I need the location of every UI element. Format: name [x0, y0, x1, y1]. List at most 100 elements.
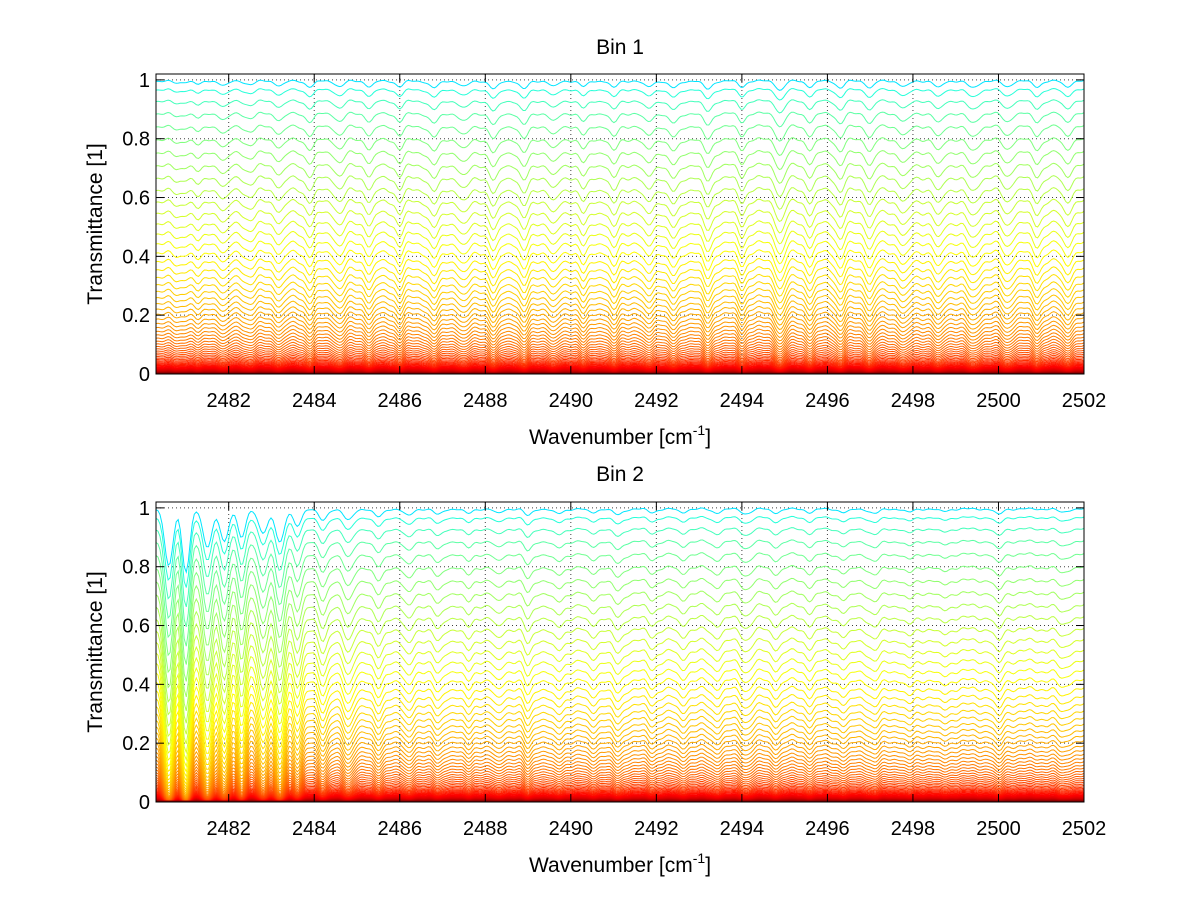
spectrum-line [155, 335, 1085, 351]
spectrum-line [155, 507, 1085, 575]
x-tick-label: 2502 [1062, 390, 1107, 412]
spectrum-line [155, 708, 1085, 788]
spectrum-line [155, 124, 1085, 142]
ticks: 2482 2484 2486 2488 2490 2492 2494 2496 2498 2500… [122, 70, 1106, 412]
spectrum-line [155, 137, 1085, 156]
spectrum-line [155, 743, 1085, 798]
spectrum-line [155, 356, 1085, 366]
spectrum-line [155, 209, 1085, 234]
spectrum-line [155, 602, 1085, 711]
y-axis-label: Transmittance [1] [84, 571, 107, 732]
spectrum-line [155, 281, 1085, 304]
chart-title: Bin 2 [596, 463, 644, 486]
grid [156, 502, 1084, 802]
x-tick-label: 2488 [463, 818, 508, 840]
x-tick-label: 2494 [720, 818, 765, 840]
x-tick-label: 2482 [206, 390, 251, 412]
panel-bin-2: 2482 2484 2486 2488 2490 2492 2494 2496 2498 2500… [84, 463, 1106, 877]
spectrum-line [155, 294, 1085, 316]
spectrum-line [155, 733, 1085, 796]
x-tick-label: 2498 [891, 390, 936, 412]
axes-frame [155, 501, 1085, 803]
y-tick-label: 0.8 [122, 557, 150, 579]
spectrum-line [155, 792, 1085, 802]
spectrum-line [155, 315, 1085, 335]
spectrum-line [155, 791, 1085, 802]
spectrum-line [155, 249, 1085, 274]
spectrum-line [155, 787, 1085, 802]
spectrum-line [155, 257, 1085, 282]
x-axis-label-superscript: -1 [693, 422, 706, 438]
series-group [155, 507, 1085, 802]
y-axis-label: Transmittance [1] [84, 143, 107, 304]
spectrum-line [155, 363, 1085, 370]
spectrum-line [155, 693, 1085, 782]
spectrum-line [155, 776, 1085, 802]
x-tick-label: 2500 [976, 390, 1021, 412]
y-tick-label: 0 [139, 792, 150, 814]
x-tick-label: 2486 [378, 390, 423, 412]
spectrum-line [155, 311, 1085, 331]
spectrum-line [155, 162, 1085, 184]
spectrum-line [155, 324, 1085, 342]
spectrum-line [155, 788, 1085, 802]
spectrum-line [155, 341, 1085, 355]
spectrum-line [155, 328, 1085, 345]
spectrum-line [155, 332, 1085, 348]
spectrum-line [155, 198, 1085, 223]
spectrum-line [155, 685, 1085, 778]
spectrum-line [155, 362, 1085, 370]
x-axis-label-suffix: ] [705, 854, 711, 877]
y-tick-label: 1 [139, 498, 150, 520]
spectrum-line [155, 766, 1085, 802]
x-axis-label-main: Wavenumber [cm [529, 854, 693, 877]
axes-frame [155, 73, 1085, 375]
x-tick-label: 2500 [976, 818, 1021, 840]
y-tick-label: 0.4 [122, 674, 150, 696]
spectrum-line [155, 351, 1085, 362]
spectrum-line [155, 240, 1085, 265]
spectrum-line [155, 626, 1085, 735]
spectrum-line [155, 87, 1085, 101]
spectrum-line [155, 99, 1085, 114]
spectrum-line [155, 348, 1085, 360]
spectrum-line [155, 273, 1085, 297]
x-tick-label: 2494 [720, 390, 765, 412]
y-tick-label: 0.6 [122, 188, 150, 210]
spectrum-line [155, 658, 1085, 762]
spectrum-line [155, 174, 1085, 198]
ticks: 2482 2484 2486 2488 2490 2492 2494 2496 2498 2500… [122, 498, 1106, 840]
spectrum-line [155, 774, 1085, 802]
spectrum-line [155, 344, 1085, 357]
spectrum-line [155, 287, 1085, 310]
spectrum-line [155, 361, 1085, 369]
spectrum-line [155, 230, 1085, 255]
spectrum-line [155, 667, 1085, 768]
spectrum-line [155, 728, 1085, 795]
spectrum-line [155, 527, 1085, 608]
spectrum-line [155, 715, 1085, 791]
spectrum-line [155, 782, 1085, 802]
spectrum-line [155, 784, 1085, 802]
spectrum-line [155, 701, 1085, 786]
x-tick-label: 2490 [549, 818, 594, 840]
spectrum-line [155, 564, 1085, 665]
y-tick-label: 0.2 [122, 305, 150, 327]
grid [156, 74, 1084, 374]
x-axis-label-suffix: ] [705, 426, 711, 449]
spectrum-line [155, 220, 1085, 245]
spectrum-line [155, 357, 1085, 367]
series-group [155, 79, 1085, 374]
x-tick-label: 2484 [292, 818, 337, 840]
spectrum-line [155, 359, 1085, 367]
y-tick-label: 0.2 [122, 733, 150, 755]
spectrum-line [155, 590, 1085, 698]
x-axis-label-superscript: -1 [693, 850, 706, 866]
y-tick-label: 1 [139, 70, 150, 92]
x-tick-label: 2486 [378, 818, 423, 840]
y-tick-label: 0.8 [122, 129, 150, 151]
spectrum-line [155, 760, 1085, 801]
spectrum-line [155, 789, 1085, 802]
spectrum-line [155, 354, 1085, 364]
